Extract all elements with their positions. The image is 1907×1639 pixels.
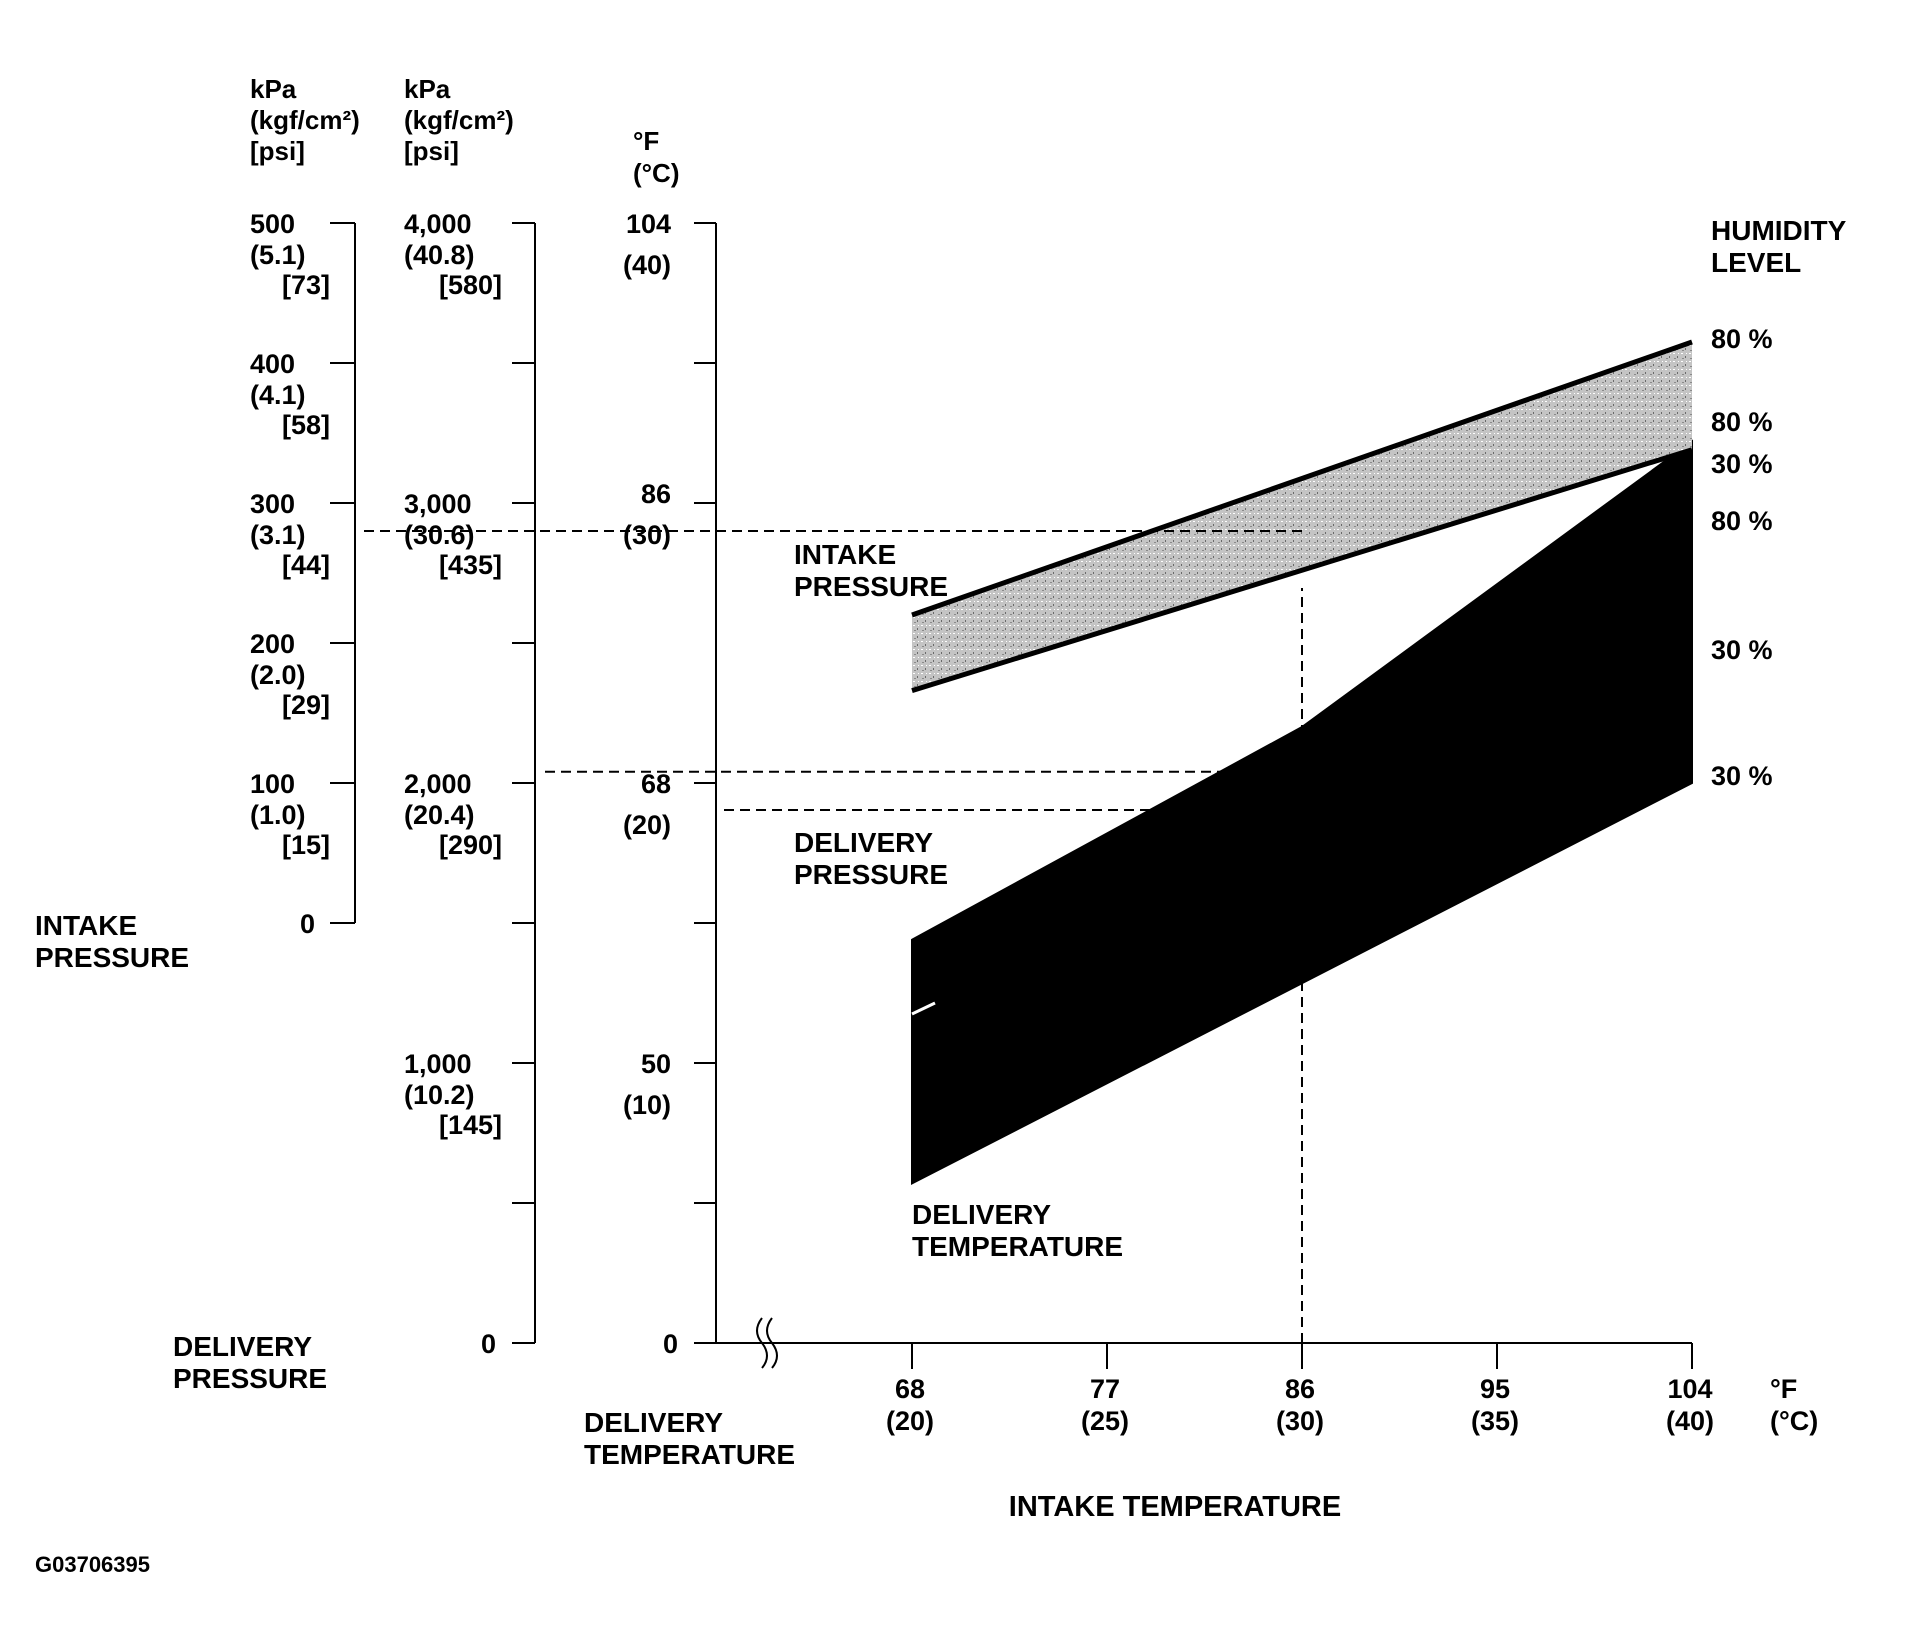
delivery-temperature-tick-label: 0 <box>663 1329 678 1359</box>
intake-pressure-band-upper-edge <box>911 339 1693 618</box>
intake-pressure-axis-title: INTAKE <box>35 910 137 941</box>
humidity-level-label: 80 % <box>1711 407 1773 437</box>
intake-pressure-tick-label: (5.1) <box>250 240 306 270</box>
delivery-temperature-tick-label: 86 <box>641 479 671 509</box>
delivery-temperature-tick-label: 68 <box>641 769 671 799</box>
intake-pressure-tick-label: 500 <box>250 209 295 239</box>
humidity-level-label: 30 % <box>1711 635 1773 665</box>
intake-pressure-tick-label: (2.0) <box>250 660 306 690</box>
delivery-pressure-unit-label: [psi] <box>404 136 459 166</box>
intake-pressure-axis-title: PRESSURE <box>35 942 189 973</box>
delivery-pressure-tick-label: [145] <box>439 1110 502 1140</box>
x-axis-tick-label: (20) <box>886 1406 934 1436</box>
x-axis-tick-label: 68 <box>895 1374 925 1404</box>
delivery-pressure-tick-label: (10.2) <box>404 1080 475 1110</box>
delivery-pressure-unit-label: kPa <box>404 74 451 104</box>
delivery-temperature-series-label: DELIVERY <box>912 1199 1051 1230</box>
intake-pressure-tick-label: (4.1) <box>250 380 306 410</box>
x-axis-tick-label: 77 <box>1090 1374 1120 1404</box>
delivery-pressure-axis-title: DELIVERY <box>173 1331 312 1362</box>
x-axis-unit-label: °F <box>1770 1374 1797 1404</box>
intake-pressure-tick-label: [44] <box>282 550 330 580</box>
intake-pressure-unit-label: kPa <box>250 74 297 104</box>
humidity-level-label: 80 % <box>1711 324 1773 354</box>
intake-pressure-tick-label: 200 <box>250 629 295 659</box>
x-axis-tick-label: (30) <box>1276 1406 1324 1436</box>
intake-pressure-tick-label: 300 <box>250 489 295 519</box>
intake-pressure-band-lower-edge <box>911 447 1693 693</box>
humidity-level-label: 30 % <box>1711 761 1773 791</box>
delivery-pressure-tick-label: 0 <box>481 1329 496 1359</box>
x-axis-title: INTAKE TEMPERATURE <box>1009 1491 1341 1523</box>
delivery-temperature-tick-label: (30) <box>623 520 671 550</box>
intake-pressure-unit-label: (kgf/cm²) <box>250 105 360 135</box>
delivery-temperature-series-label: TEMPERATURE <box>912 1231 1123 1262</box>
x-axis-tick-label: 104 <box>1667 1374 1712 1404</box>
x-axis-tick-label: (40) <box>1666 1406 1714 1436</box>
delivery-pressure-axis-title: PRESSURE <box>173 1363 327 1394</box>
delivery-temperature-axis-title: DELIVERY <box>584 1407 723 1438</box>
axes-layer <box>330 222 1693 1369</box>
delivery-pressure-tick-label: (20.4) <box>404 800 475 830</box>
delivery-pressure-tick-label: 3,000 <box>404 489 472 519</box>
axis-break-mark <box>756 1317 768 1369</box>
delivery-band-notch <box>911 1001 936 1016</box>
intake-pressure-tick-label: 0 <box>300 909 315 939</box>
humidity-level-label: 80 % <box>1711 506 1773 536</box>
intake-pressure-tick-label: [73] <box>282 270 330 300</box>
delivery-pressure-tick-label: (30.6) <box>404 520 475 550</box>
delivery-pressure-series-label: DELIVERY <box>794 827 933 858</box>
x-axis-tick-label: (25) <box>1081 1406 1129 1436</box>
delivery-pressure-tick-label: (40.8) <box>404 240 475 270</box>
intake-pressure-band <box>912 342 1692 691</box>
intake-pressure-series-label: PRESSURE <box>794 571 948 602</box>
x-axis-tick-label: (35) <box>1471 1406 1519 1436</box>
intake-pressure-tick-label: 100 <box>250 769 295 799</box>
intake-pressure-tick-label: (3.1) <box>250 520 306 550</box>
intake-pressure-tick-label: [58] <box>282 410 330 440</box>
intake-pressure-tick-label: [15] <box>282 830 330 860</box>
delivery-temperature-tick-label: (20) <box>623 810 671 840</box>
intake-pressure-tick-label: (1.0) <box>250 800 306 830</box>
delivery-pressure-tick-label: [290] <box>439 830 502 860</box>
delivery-temperature-tick-label: 104 <box>626 209 671 239</box>
delivery-pressure-tick-label: [580] <box>439 270 502 300</box>
x-axis-tick-label: 95 <box>1480 1374 1510 1404</box>
humidity-level-title: LEVEL <box>1711 247 1801 278</box>
delivery-pressure-unit-label: (kgf/cm²) <box>404 105 514 135</box>
figure-id: G03706395 <box>35 1552 150 1577</box>
delivery-temperature-tick-label: (10) <box>623 1090 671 1120</box>
delivery-pressure-tick-label: 1,000 <box>404 1049 472 1079</box>
delivery-temperature-tick-label: (40) <box>623 250 671 280</box>
delivery-pressure-series-label: PRESSURE <box>794 859 948 890</box>
humidity-level-title: HUMIDITY <box>1711 215 1847 246</box>
intake-pressure-tick-label: [29] <box>282 690 330 720</box>
delivery-temperature-unit-label: (°C) <box>633 158 680 188</box>
delivery-pressure-tick-label: 2,000 <box>404 769 472 799</box>
intake-pressure-tick-label: 400 <box>250 349 295 379</box>
labels-layer: kPa(kgf/cm²)[psi]500(5.1)[73]400(4.1)[58… <box>35 74 1847 1577</box>
humidity-level-label: 30 % <box>1711 449 1773 479</box>
x-axis-unit-label: (°C) <box>1770 1406 1818 1436</box>
intake-pressure-series-label: INTAKE <box>794 539 896 570</box>
delivery-pressure-tick-label: 4,000 <box>404 209 472 239</box>
delivery-pressure-tick-label: [435] <box>439 550 502 580</box>
delivery-temperature-unit-label: °F <box>633 126 659 156</box>
guide-lines-layer <box>364 530 1303 1343</box>
x-axis-tick-label: 86 <box>1285 1374 1315 1404</box>
delivery-temperature-axis-title: TEMPERATURE <box>584 1439 795 1470</box>
intake-pressure-unit-label: [psi] <box>250 136 305 166</box>
delivery-temperature-tick-label: 50 <box>641 1049 671 1079</box>
axis-break-mark <box>766 1317 778 1369</box>
